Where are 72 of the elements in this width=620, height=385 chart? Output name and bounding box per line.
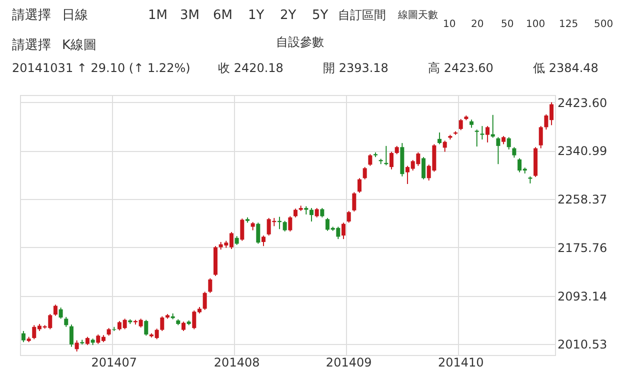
candlestick	[160, 316, 164, 332]
candlestick	[288, 216, 292, 232]
y-tick-label: 2423.60	[558, 96, 608, 110]
text: 自設參數	[276, 35, 324, 49]
candlestick	[282, 220, 287, 232]
x-tick-label: 201410	[438, 356, 484, 370]
x-tick-label: 201409	[326, 356, 372, 370]
candlestick	[474, 129, 479, 148]
candlestick	[442, 140, 447, 152]
candlestick	[458, 118, 463, 131]
candlestick	[438, 132, 442, 145]
text: 100	[526, 19, 546, 30]
text: 自訂區間	[338, 8, 386, 22]
candlestick	[181, 321, 186, 332]
y-tick-label: 2340.99	[558, 144, 608, 158]
text: 50	[501, 19, 514, 30]
text: 125	[559, 19, 578, 30]
candlestick	[256, 222, 260, 244]
candlestick	[512, 146, 516, 158]
candlestick	[53, 304, 58, 316]
text: 請選擇	[12, 38, 51, 53]
candlestick	[480, 126, 484, 140]
candlestick	[422, 156, 426, 180]
text: 3M	[180, 8, 200, 23]
text: 1M	[148, 8, 168, 23]
y-tick-label: 2093.14	[558, 289, 608, 304]
candlestick	[314, 208, 319, 218]
text: 1Y	[248, 8, 264, 23]
candlestick	[490, 114, 495, 138]
candlestick	[261, 235, 266, 247]
text: 高 2423.60	[428, 61, 494, 75]
y-tick-label: 2258.37	[558, 192, 608, 207]
candlestick	[74, 340, 79, 352]
text: 開 2393.18	[323, 61, 388, 75]
candlestick	[538, 126, 543, 149]
candlestick	[368, 154, 372, 166]
text: 20	[471, 19, 484, 30]
y-tick-label: 2175.76	[558, 240, 608, 255]
text: 低 2384.48	[533, 61, 598, 75]
candlestick	[362, 166, 367, 180]
text: 日線	[62, 8, 88, 23]
text: 5Y	[312, 8, 328, 23]
text: 請選擇	[12, 8, 51, 23]
candlestick	[506, 136, 511, 150]
x-tick-label: 201407	[91, 356, 138, 370]
candlestick	[390, 151, 394, 170]
x-tick-label: 201408	[214, 356, 260, 370]
candlestick	[352, 192, 356, 212]
text: 線圖天數	[397, 9, 438, 21]
candlestick	[69, 324, 74, 348]
candlestick	[21, 330, 26, 343]
text: 500	[594, 19, 614, 30]
candlestick	[202, 291, 207, 310]
text: 10	[443, 19, 456, 30]
candlestick	[58, 307, 63, 320]
text: 20141031 ↑ 29.10 (↑ 1.22%)	[12, 61, 190, 75]
candlestick	[358, 178, 362, 194]
text: 6M	[213, 8, 232, 23]
candlestick	[144, 319, 148, 336]
candlestick	[346, 210, 351, 224]
candlestick	[64, 316, 68, 328]
y-tick-label: 2010.53	[558, 338, 608, 352]
text: 2Y	[280, 8, 296, 23]
text: K線圖	[62, 38, 97, 53]
text: 收 2420.18	[218, 61, 284, 75]
candlestick	[486, 126, 490, 143]
candlestick	[240, 218, 244, 242]
candlestick	[320, 208, 324, 218]
candlestick	[342, 222, 346, 240]
candlestick	[496, 136, 500, 165]
candlestick	[310, 208, 314, 222]
candlestick	[208, 278, 212, 294]
